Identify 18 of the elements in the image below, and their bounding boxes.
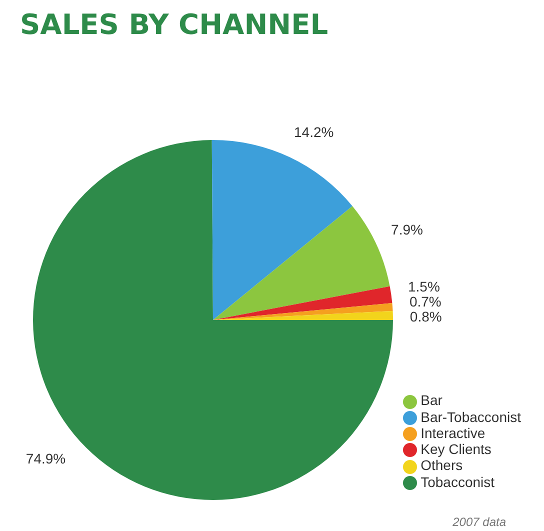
data-label: 0.8%	[410, 308, 442, 325]
legend-label: Interactive	[420, 424, 486, 441]
pie-slice	[212, 140, 352, 320]
data-label: 0.7%	[409, 294, 442, 310]
data-label: 7.9%	[391, 222, 423, 238]
text: 2007 data	[452, 515, 506, 529]
pie-slice	[213, 286, 392, 320]
legend-label: Tobacconist	[420, 474, 495, 490]
data-label: 14.2%	[294, 124, 334, 140]
data-label: 74.9%	[26, 450, 66, 466]
legend-label: Bar	[420, 392, 442, 408]
legend-label: Bar-Tobacconist	[420, 408, 521, 425]
data-label: 1.5%	[408, 278, 440, 295]
legend-label: Others	[420, 457, 463, 474]
pie-slice	[213, 303, 393, 320]
legend-label: Key Clients	[420, 441, 492, 458]
pie-slice	[213, 206, 390, 320]
chart-title: SALES BY CHANNEL	[20, 8, 330, 41]
